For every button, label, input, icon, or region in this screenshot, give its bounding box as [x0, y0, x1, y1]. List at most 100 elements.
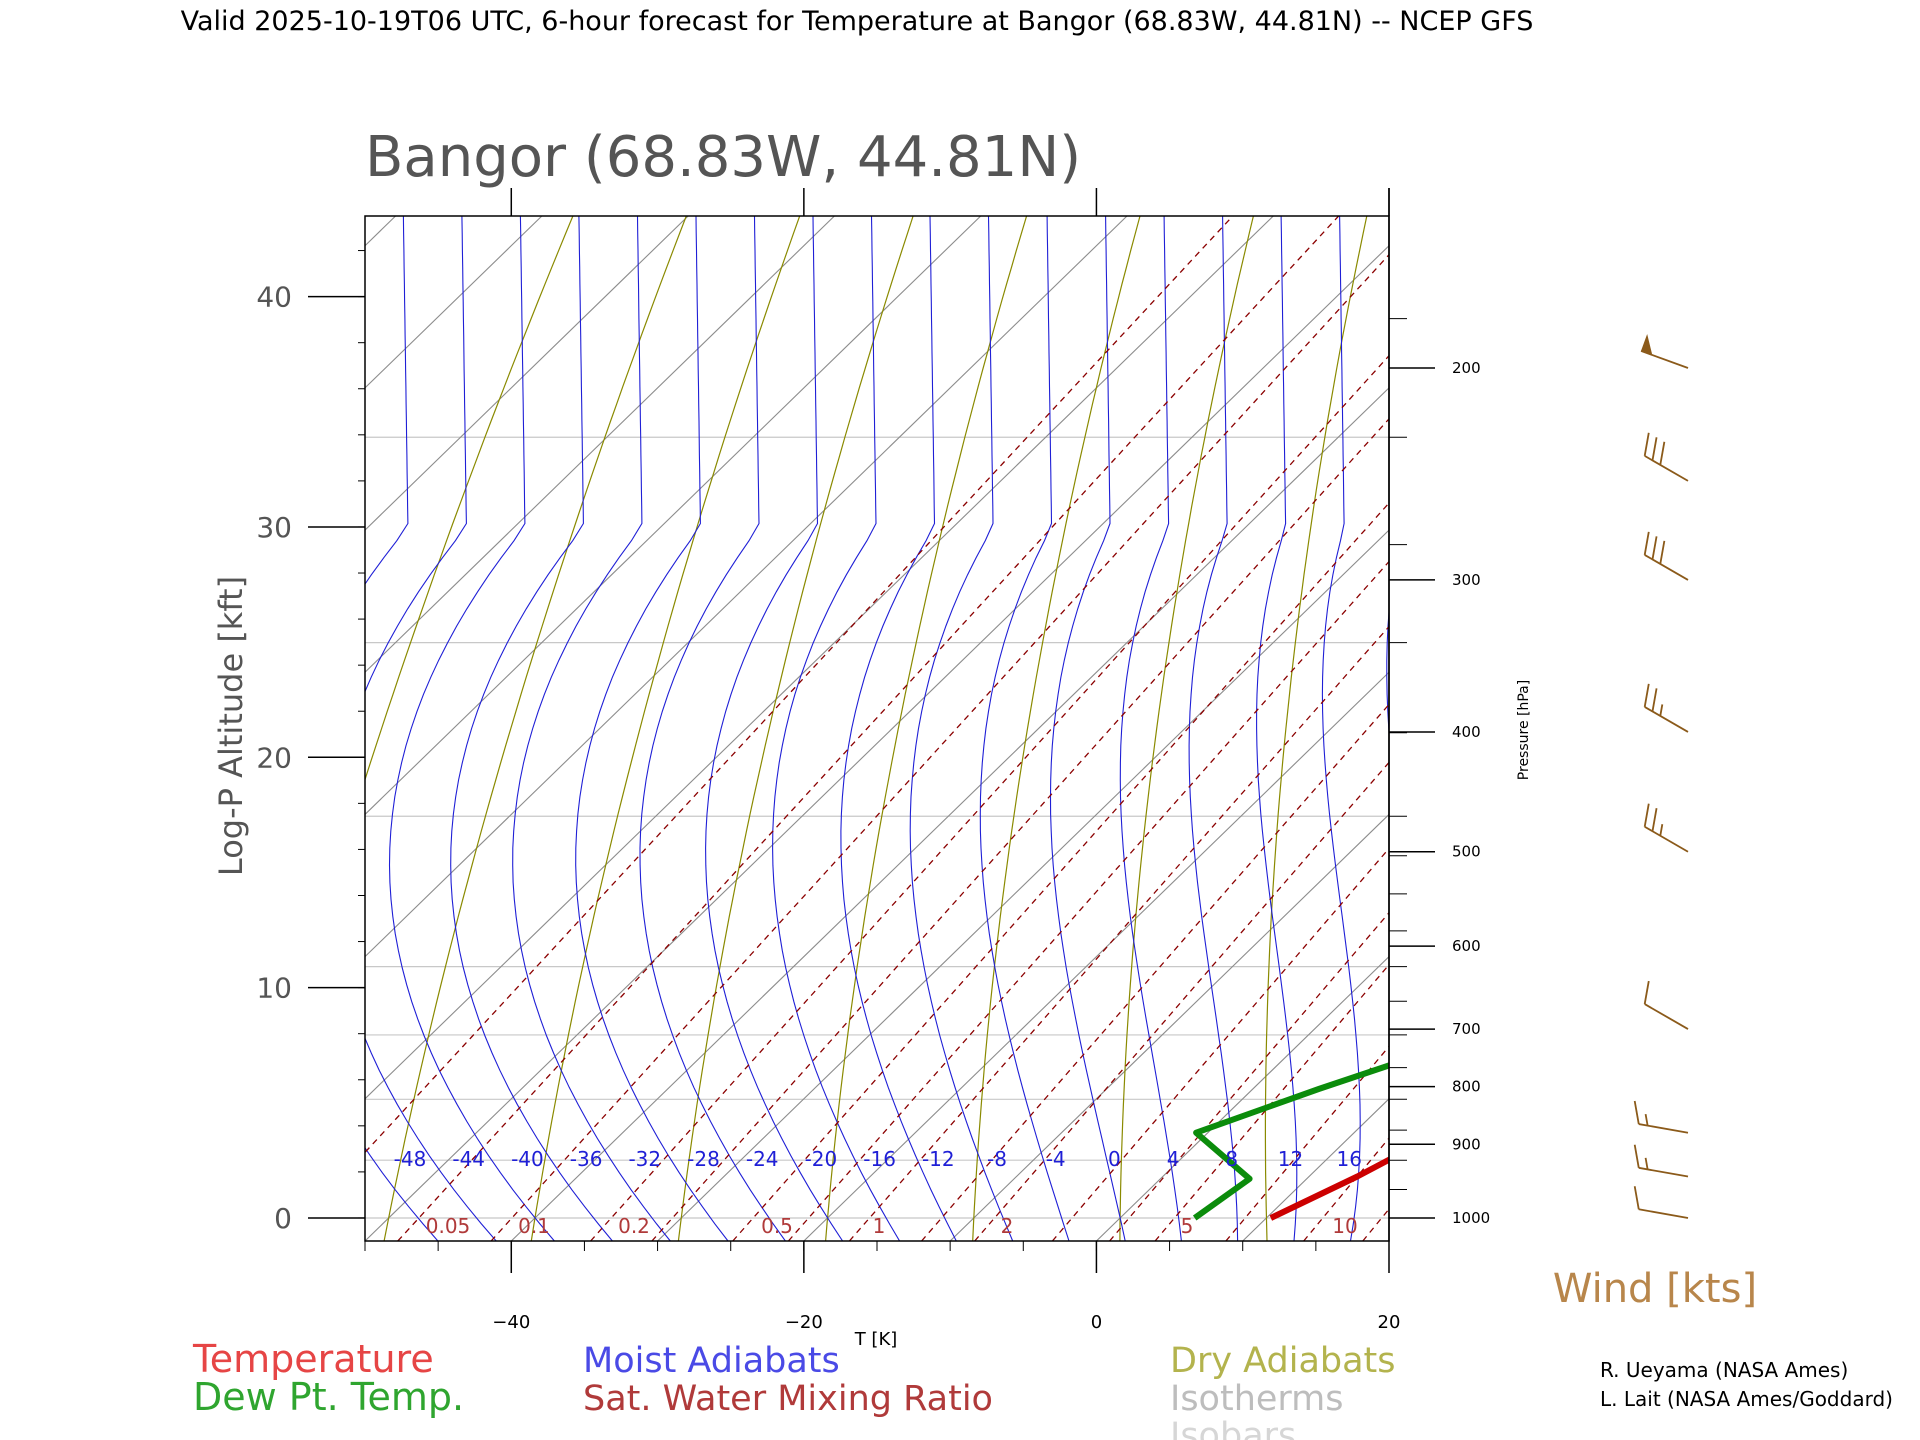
mixing-ratio-line — [1154, 963, 1389, 1241]
mixing-ratio-label: 10 — [1332, 1214, 1357, 1238]
plot-frame — [364, 215, 1390, 1242]
mixing-ratio-line — [787, 560, 1389, 1241]
wind-label: Wind [kts] — [1553, 1266, 1757, 1312]
moist-adiabat-line — [979, 216, 1070, 1241]
moist-adiabat-line — [909, 216, 1014, 1241]
isotherm-line — [1682, 216, 1920, 1241]
mixing-ratio-lines — [365, 216, 1920, 1241]
dry-adiabat-line — [972, 216, 1141, 1241]
moist-adiabat-line — [840, 216, 957, 1241]
moist-adiabat-line — [365, 216, 439, 1241]
isotherm-line — [510, 387, 1389, 1241]
inner-line-labels: -48 -44 -40 -36 -32 -28 -24 -20 -16 -12 -8 -4 0 4 8 12 1… — [394, 1147, 1362, 1238]
legend-temperature: Temperature — [192, 1337, 434, 1381]
x-tick-label: −40 — [492, 1312, 530, 1333]
mixing-ratio-line — [397, 216, 1340, 1241]
pressure-tick-label: 1000 — [1452, 1209, 1490, 1227]
dry-adiabat-line — [1542, 216, 1594, 1241]
credit-line-2: L. Lait (NASA Ames/Goddard) — [1600, 1387, 1893, 1411]
isotherm-lines — [0, 216, 1920, 1241]
mixing-ratio-label: 2 — [1001, 1214, 1014, 1238]
pressure-tick-label: 500 — [1452, 843, 1481, 861]
isotherm-line — [365, 216, 1128, 958]
dry-adiabat-line — [825, 216, 1028, 1241]
isotherm-line — [365, 216, 835, 674]
dry-adiabat-line — [530, 216, 801, 1241]
series-dewpoint-line — [1192, 1062, 1389, 1221]
isotherm-line — [657, 529, 1389, 1241]
legend-isotherms: Isotherms — [1170, 1379, 1344, 1419]
isotherm-line — [365, 216, 982, 816]
mixing-ratio-line — [1109, 911, 1389, 1241]
dry-adiabat-line — [365, 216, 574, 782]
profile-series — [1192, 1062, 1389, 1221]
moist-adiabat-label: 8 — [1225, 1147, 1238, 1171]
plot-area — [0, 216, 1920, 1241]
mixing-ratio-line — [1561, 216, 1920, 1241]
chart-title: Bangor (68.83W, 44.81N) — [365, 125, 1081, 190]
x-axis-label: T [K] — [854, 1329, 898, 1350]
isotherm-line — [803, 671, 1389, 1241]
dry-adiabat-line — [1119, 216, 1254, 1241]
pressure-tick-label: 200 — [1452, 359, 1481, 377]
dry-adiabat-line — [383, 216, 687, 1241]
x-tick-label: 20 — [1378, 1312, 1401, 1333]
credit-line-1: R. Ueyama (NASA Ames) — [1600, 1358, 1848, 1382]
moist-adiabat-label: 12 — [1278, 1147, 1303, 1171]
legend-isobars: Isobars — [1170, 1416, 1296, 1440]
isotherm-line — [0, 216, 103, 1241]
mixing-ratio-line — [1051, 847, 1389, 1241]
wind-barb — [1643, 683, 1689, 733]
dry-adiabat-line — [677, 216, 914, 1241]
isotherm-line — [365, 216, 1274, 1100]
dry-adiabat-line — [1801, 216, 1856, 1241]
y-tick-label: 40 — [256, 281, 292, 314]
mixing-ratio-label: 1 — [873, 1214, 886, 1238]
moist-adiabat-line — [1049, 216, 1126, 1241]
pressure-axis-label: Pressure [hPa] — [1516, 680, 1532, 780]
moist-adiabat-line — [388, 216, 555, 1241]
dry-adiabat-line — [1674, 216, 1709, 1241]
moist-adiabat-label: -36 — [570, 1147, 603, 1171]
mixing-ratio-line — [651, 417, 1389, 1241]
moist-adiabat-line — [639, 216, 786, 1241]
y-tick-label: 0 — [274, 1202, 292, 1235]
wind-barb — [1633, 1144, 1689, 1178]
moist-adiabat-line — [705, 216, 844, 1241]
moist-adiabat-line — [365, 216, 497, 1241]
mixing-ratio-line — [848, 625, 1389, 1241]
wind-barb — [1640, 334, 1689, 369]
moist-adiabat-line — [450, 216, 613, 1241]
moist-adiabat-label: 16 — [1336, 1147, 1361, 1171]
wind-barb — [1643, 803, 1689, 853]
isotherm-line — [365, 216, 543, 389]
mixing-ratio-line — [732, 502, 1389, 1241]
moist-adiabat-label: -48 — [394, 1147, 427, 1171]
figure-header: Valid 2025-10-19T06 UTC, 6-hour forecast… — [181, 6, 1534, 37]
mixing-ratio-label: 0.5 — [761, 1214, 793, 1238]
moist-adiabat-label: 0 — [1108, 1147, 1121, 1171]
moist-adiabat-label: -8 — [987, 1147, 1007, 1171]
mixing-ratio-line — [590, 354, 1389, 1241]
y-tick-label: 20 — [256, 741, 292, 774]
legend-dry-adiabats: Dry Adiabats — [1170, 1341, 1396, 1381]
moist-adiabat-line — [772, 216, 901, 1241]
isotherm-line — [1535, 216, 1920, 1241]
moist-adiabat-line — [512, 216, 671, 1241]
moist-adiabat-line — [1572, 216, 1619, 1241]
isotherm-line — [365, 216, 396, 247]
pressure-tick-label: 300 — [1452, 571, 1481, 589]
pressure-tick-label: 800 — [1452, 1078, 1481, 1096]
pressure-tick-label: 700 — [1452, 1020, 1481, 1038]
wind-barb — [1643, 432, 1689, 482]
wind-barbs — [1633, 334, 1689, 1219]
isotherm-line — [1242, 1098, 1389, 1241]
moist-adiabat-label: -4 — [1046, 1147, 1066, 1171]
mixing-ratio-line — [974, 761, 1389, 1241]
wind-barb — [1643, 980, 1689, 1030]
dry-adiabat-lines — [365, 216, 1856, 1241]
series-temperature-line — [1269, 1156, 1389, 1221]
y-axis-label: Log-P Altitude [kft] — [212, 576, 250, 876]
moist-adiabat-line — [1119, 216, 1182, 1241]
